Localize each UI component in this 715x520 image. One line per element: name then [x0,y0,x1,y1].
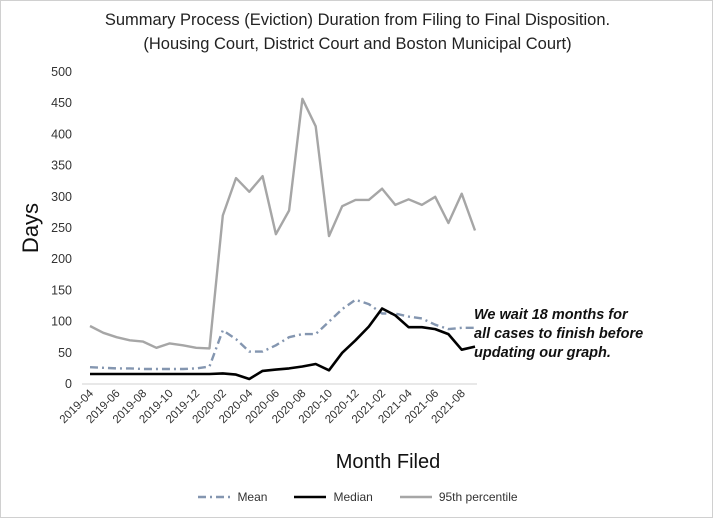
legend-label: Median [333,490,373,504]
chart-title: Summary Process (Eviction) Duration from… [0,8,715,56]
chart-legend: Mean Median 95th percentile [0,490,715,504]
series-line-median [90,307,476,381]
legend-item-mean: Mean [197,490,267,504]
legend-label: 95th percentile [438,490,518,504]
annotation-line: all cases to finish before [474,326,644,342]
legend-item-95th: 95th percentile [399,490,518,504]
y-tick-label: 400 [51,127,72,141]
x-axis: 2019-042019-062019-082019-102019-122020-… [58,383,477,426]
series-line-mean [89,298,475,371]
y-tick-label: 150 [51,283,72,297]
annotation-line: updating our graph. [474,345,611,361]
y-axis-title: Days [18,203,43,253]
y-tick-label: 200 [51,252,72,266]
y-tick-label: 300 [51,190,72,204]
x-axis-title: Month Filed [336,451,441,473]
series-layer [89,97,477,381]
series-line-95th-percentile [89,97,477,350]
y-tick-label: 350 [51,159,72,173]
legend-item-median: Median [293,490,373,504]
legend-swatch-median [294,495,327,499]
chart-title-line: Summary Process (Eviction) Duration from… [104,11,611,29]
legend-swatch-mean [198,495,231,499]
y-tick-label: 0 [65,377,72,391]
y-tick-label: 500 [51,65,72,79]
chart-subtitle-line: (Housing Court, District Court and Bosto… [143,35,572,53]
y-axis: 0 50 100 150 200 250 300 350 400 450 500 [51,65,72,391]
legend-label: Mean [237,490,268,504]
annotation-line: We wait 18 months for [474,307,628,323]
y-tick-label: 50 [58,346,72,360]
y-tick-label: 100 [51,315,72,329]
y-tick-label: 250 [51,221,72,235]
y-tick-label: 450 [51,96,72,110]
legend-swatch-95th [399,495,432,499]
chart-annotation: We wait 18 months for all cases to finis… [474,306,714,363]
